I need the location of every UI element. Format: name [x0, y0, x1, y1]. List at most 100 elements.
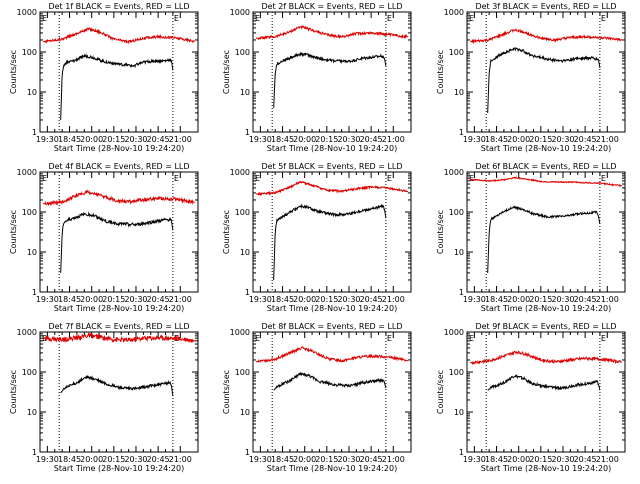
marker-e-label: E [387, 334, 392, 343]
detector-panel-4: Det 4f BLACK = Events, RED = LLD 1 10 100 10… [9, 162, 199, 313]
series-lld-line [255, 180, 409, 197]
detector-panel-8: Det 8f BLACK = Events, RED = LLD 1 10 100 10… [222, 322, 412, 473]
series-lld-line [42, 332, 196, 344]
y-tick-label: 100 [22, 48, 37, 57]
y-tick-label: 1000 [230, 168, 250, 177]
x-tick-label: 21:00 [169, 455, 192, 464]
x-tick-label: 20:45 [360, 295, 383, 304]
x-tick-label: 20:45 [360, 135, 383, 144]
series-events-line [60, 211, 174, 273]
y-tick-label: 100 [235, 368, 250, 377]
x-tick-label: 20:00 [80, 135, 103, 144]
plot-frame [252, 171, 412, 293]
x-tick-label: 18:45 [58, 135, 81, 144]
marker-e-label: E [469, 14, 474, 23]
series-events-line [273, 371, 387, 391]
x-tick-label: 19:30 [36, 295, 59, 304]
x-tick-label: 21:00 [169, 135, 192, 144]
x-tick-label: 20:00 [507, 135, 530, 144]
panel-title: Det 1f BLACK = Events, RED = LLD [48, 2, 189, 11]
detector-panel-9: Det 9f BLACK = Events, RED = LLD 1 10 100 10… [436, 322, 626, 473]
detector-panel-1: Det 1f BLACK = Events, RED = LLD 1 10 100 10… [9, 2, 199, 153]
x-tick-label: 21:00 [382, 455, 405, 464]
x-tick-label: 20:45 [574, 135, 597, 144]
marker-e-label: E [255, 334, 260, 343]
detector-panel-6: Det 6f BLACK = Events, RED = LLD 1 10 100 10… [436, 162, 626, 313]
x-tick-label: 20:45 [147, 135, 170, 144]
x-tick-label: 20:45 [147, 455, 170, 464]
x-tick-label: 20:15 [102, 135, 125, 144]
marker-e-label: E [601, 334, 606, 343]
y-tick-label: 1 [459, 128, 464, 137]
x-tick-label: 20:30 [124, 295, 147, 304]
y-axis-label: Counts/sec [222, 50, 231, 94]
x-tick-label: 18:45 [485, 135, 508, 144]
x-tick-label: 21:00 [382, 295, 405, 304]
plot-frame [252, 331, 412, 453]
marker-e-label: E [387, 14, 392, 23]
x-tick-label: 20:30 [337, 135, 360, 144]
y-tick-label: 1000 [444, 168, 464, 177]
y-tick-label: 1000 [17, 8, 37, 17]
y-tick-label: 1000 [230, 8, 250, 17]
y-axis-label: Counts/sec [9, 210, 18, 254]
x-tick-label: 18:45 [58, 295, 81, 304]
x-axis-label: Start Time (28-Nov-10 19:24:20) [267, 144, 397, 153]
plot-frame [39, 11, 199, 133]
y-tick-label: 10 [27, 408, 37, 417]
x-tick-label: 19:30 [463, 295, 486, 304]
y-tick-label: 100 [235, 208, 250, 217]
panel-title: Det 7f BLACK = Events, RED = LLD [48, 322, 189, 331]
series-lld-line [255, 24, 409, 41]
x-tick-label: 19:30 [249, 135, 272, 144]
x-tick-label: 20:15 [102, 295, 125, 304]
y-tick-label: 1 [245, 448, 250, 457]
x-tick-label: 20:30 [551, 295, 574, 304]
x-tick-label: 20:15 [529, 455, 552, 464]
y-axis-label: Counts/sec [436, 50, 445, 94]
marker-e-label: E [42, 14, 47, 23]
marker-e-label: E [174, 14, 179, 23]
plot-frame [39, 171, 199, 293]
y-tick-label: 1 [245, 288, 250, 297]
series-lld-line [255, 346, 409, 363]
y-tick-label: 1000 [17, 168, 37, 177]
y-axis-label: Counts/sec [222, 370, 231, 414]
x-tick-label: 18:45 [271, 135, 294, 144]
series-events-line [273, 51, 387, 108]
marker-e-label: E [601, 174, 606, 183]
x-tick-label: 18:45 [271, 455, 294, 464]
x-tick-label: 18:45 [271, 295, 294, 304]
x-axis-label: Start Time (28-Nov-10 19:24:20) [481, 144, 611, 153]
x-tick-label: 21:00 [596, 295, 619, 304]
y-tick-label: 10 [454, 248, 464, 257]
y-tick-label: 100 [235, 48, 250, 57]
y-tick-label: 10 [240, 88, 250, 97]
x-tick-label: 20:30 [551, 135, 574, 144]
detector-panel-2: Det 2f BLACK = Events, RED = LLD 1 10 100 10… [222, 2, 412, 153]
series-lld-line [469, 28, 623, 45]
series-lld-line [42, 189, 196, 207]
panel-title: Det 2f BLACK = Events, RED = LLD [261, 2, 402, 11]
x-tick-label: 19:30 [249, 455, 272, 464]
x-tick-label: 20:00 [507, 455, 530, 464]
y-tick-label: 1 [245, 128, 250, 137]
x-axis-label: Start Time (28-Nov-10 19:24:20) [267, 464, 397, 473]
y-tick-label: 1 [32, 128, 37, 137]
marker-e-label: E [255, 14, 260, 23]
panel-title: Det 3f BLACK = Events, RED = LLD [475, 2, 616, 11]
x-axis-label: Start Time (28-Nov-10 19:24:20) [54, 464, 184, 473]
panel-title: Det 6f BLACK = Events, RED = LLD [475, 162, 616, 171]
panel-title: Det 9f BLACK = Events, RED = LLD [475, 322, 616, 331]
x-tick-label: 20:45 [360, 455, 383, 464]
series-lld-line [469, 350, 623, 366]
x-tick-label: 19:30 [463, 135, 486, 144]
y-tick-label: 10 [454, 88, 464, 97]
marker-e-label: E [42, 174, 47, 183]
x-tick-label: 20:30 [124, 135, 147, 144]
x-tick-label: 18:45 [485, 295, 508, 304]
x-tick-label: 20:00 [293, 295, 316, 304]
x-tick-label: 19:30 [463, 455, 486, 464]
